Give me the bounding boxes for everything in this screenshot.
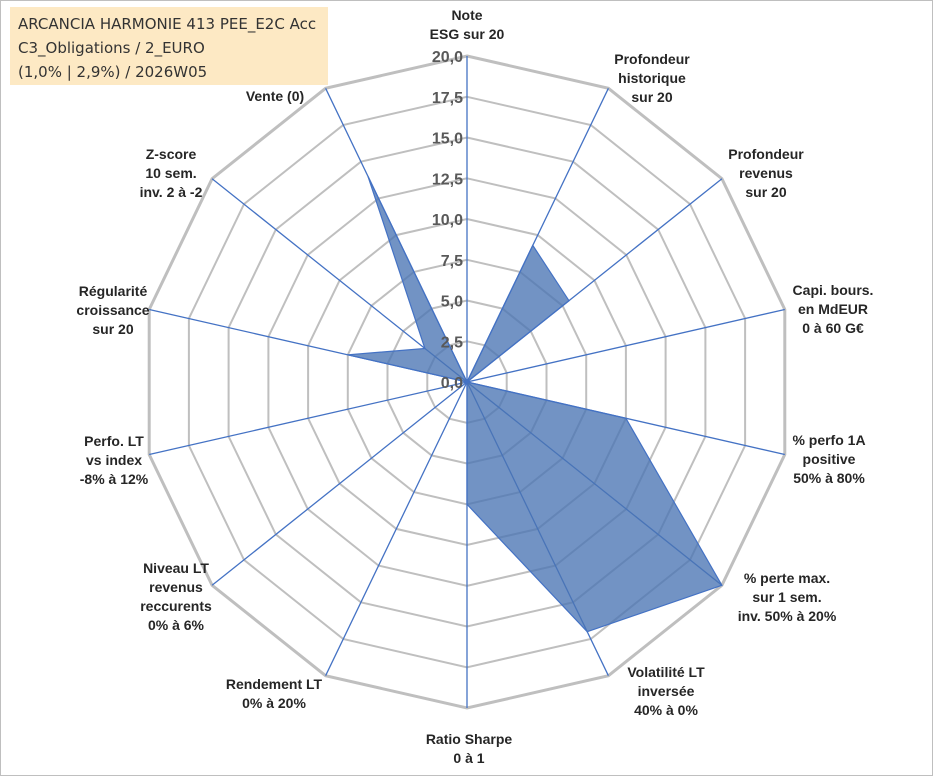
axis-label-6-line-2: 40% à 0% [634,702,698,718]
tick-label-5: 12,5 [432,171,463,188]
axis-label-9-line-1: revenus [149,579,203,595]
axis-label-10-line-1: vs index [86,452,142,468]
axis-label-11-line-0: Régularité [79,283,148,299]
axis-label-6: Volatilité LT inversée 40% à 0% [627,664,705,718]
axis-label-12: Z-score 10 sem. inv. 2 à -2 [140,146,203,200]
axis-label-1-line-2: sur 20 [631,89,672,105]
axis-label-6-line-1: inversée [638,683,695,699]
tick-label-8: 20,0 [432,49,463,66]
axis-label-4: % perfo 1A positive 50% à 80% [792,432,865,486]
axis-label-8: Rendement LT 0% à 20% [226,676,323,711]
axis-label-4-line-1: positive [803,451,856,467]
axis-label-1-line-1: historique [618,70,686,86]
axis-label-5-line-0: % perte max. [744,570,830,586]
tick-label-2: 5,0 [441,294,463,311]
axis-label-3-line-1: en MdEUR [798,301,868,317]
tick-layer: 0,0 2,5 5,0 7,5 10,0 12,5 15,0 17,5 20,0 [432,49,463,392]
axis-label-3: Capi. bours. en MdEUR 0 à 60 G€ [793,282,874,336]
axis-label-8-line-0: Rendement LT [226,676,323,692]
area-layer [347,176,723,633]
axis-label-4-line-2: 50% à 80% [793,470,865,486]
axis-label-2-line-1: revenus [739,165,793,181]
spoke-9 [211,381,468,586]
axis-label-2-line-0: Profondeur [728,146,804,162]
axis-label-1: Profondeur historique sur 20 [614,51,690,105]
axis-label-6-line-0: Volatilité LT [627,664,705,680]
axis-label-3-line-2: 0 à 60 G€ [802,320,864,336]
spoke-8 [325,381,468,676]
axis-label-5-line-1: sur 1 sem. [752,589,821,605]
axis-label-10-line-2: -8% à 12% [80,471,149,487]
axis-label-10-line-0: Perfo. LT [84,433,144,449]
axis-label-5: % perte max. sur 1 sem. inv. 50% à 20% [738,570,837,624]
axis-label-9: Niveau LT revenus reccurents 0% à 6% [140,560,212,633]
axis-label-11-line-1: croissance [76,302,149,318]
axis-label-3-line-0: Capi. bours. [793,282,874,298]
tick-label-7: 17,5 [432,90,463,107]
title-box: ARCANCIA HARMONIE 413 PEE_E2C Acc C3_Obl… [10,7,328,85]
axis-label-2-line-2: sur 20 [745,184,786,200]
axis-label-9-line-3: 0% à 6% [148,617,205,633]
title-line-1: ARCANCIA HARMONIE 413 PEE_E2C Acc [18,15,317,33]
title-line-2: C3_Obligations / 2_EURO [18,39,205,57]
axis-label-1-line-0: Profondeur [614,51,690,67]
axis-label-10: Perfo. LT vs index -8% à 12% [80,433,149,487]
tick-label-6: 15,0 [432,131,463,148]
tick-label-1: 2,5 [441,334,463,351]
axis-label-9-line-2: reccurents [140,598,212,614]
axis-label-7: Ratio Sharpe 0 à 1 [426,731,513,766]
tick-label-0: 0,0 [441,375,463,392]
axis-label-8-line-1: 0% à 20% [242,695,306,711]
axis-label-12-line-0: Z-score [146,146,197,162]
spoke-3 [466,308,785,383]
axis-label-0: Note ESG sur 20 [430,7,505,42]
axis-label-7-line-1: 0 à 1 [453,750,484,766]
title-line-3: (1,0% | 2,9%) / 2026W05 [18,63,208,81]
data-area [347,176,723,633]
axis-label-4-line-0: % perfo 1A [792,432,865,448]
axis-label-11-line-2: sur 20 [92,321,133,337]
axis-label-13-line-2: Vente (0) [246,88,304,104]
axis-label-5-line-2: inv. 50% à 20% [738,608,837,624]
tick-label-3: 7,5 [441,253,463,270]
axis-label-12-line-1: 10 sem. [145,165,196,181]
axis-label-2: Profondeur revenus sur 20 [728,146,804,200]
axis-label-12-line-2: inv. 2 à -2 [140,184,203,200]
axis-label-0-line-0: Note [451,7,482,23]
axis-label-0-line-1: ESG sur 20 [430,26,505,42]
axis-label-7-line-0: Ratio Sharpe [426,731,513,747]
tick-label-4: 10,0 [432,212,463,229]
spoke-10 [149,381,468,456]
axis-label-11: Régularité croissance sur 20 [76,283,149,337]
axis-label-9-line-0: Niveau LT [143,560,209,576]
